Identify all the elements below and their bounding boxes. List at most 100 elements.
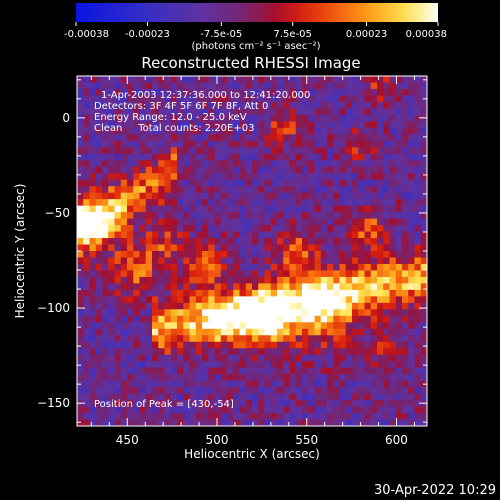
annotation-block: 1-Apr-2003 12:37:36.000 to 12:41:20.000 … (94, 90, 310, 134)
heatmap-pixel (252, 205, 259, 213)
heatmap-pixel (383, 192, 391, 200)
heatmap-pixel (83, 257, 91, 265)
heatmap-pixel (83, 289, 91, 297)
heatmap-pixel (420, 173, 427, 181)
heatmap-pixel (139, 231, 147, 239)
heatmap-pixel (170, 322, 178, 330)
heatmap-pixel (145, 153, 153, 161)
heatmap-pixel (195, 348, 203, 356)
heatmap-pixel (314, 108, 322, 116)
heatmap-pixel (377, 400, 384, 408)
heatmap-pixel (202, 276, 209, 285)
heatmap-pixel (320, 179, 328, 187)
heatmap-pixel (214, 367, 222, 375)
heatmap-pixel (177, 419, 184, 426)
heatmap-pixel (383, 179, 391, 187)
heatmap-pixel (352, 406, 359, 414)
heatmap-pixel (345, 400, 353, 408)
heatmap-pixel (258, 173, 266, 181)
heatmap-pixel (233, 225, 241, 233)
heatmap-pixel (102, 302, 109, 310)
heatmap-pixel (252, 134, 259, 142)
heatmap-pixel (114, 380, 122, 388)
heatmap-pixel (245, 244, 253, 252)
heatmap-pixel (233, 400, 241, 408)
heatmap-pixel (108, 134, 116, 142)
heatmap-pixel (133, 121, 141, 129)
heatmap-pixel (277, 380, 284, 388)
heatmap-pixel (345, 225, 353, 233)
heatmap-pixel (252, 212, 259, 220)
heatmap-pixel (108, 76, 116, 84)
heatmap-pixel (289, 76, 297, 84)
heatmap-pixel (227, 400, 234, 408)
heatmap-pixel (289, 400, 297, 408)
heatmap-pixel (408, 263, 416, 272)
heatmap-pixel (158, 160, 166, 168)
heatmap-pixel (308, 270, 316, 278)
heatmap-pixel (95, 296, 103, 304)
heatmap-pixel (108, 186, 116, 194)
heatmap-pixel (314, 361, 322, 369)
colorbar-tick-label: 0.00038 (406, 29, 447, 40)
heatmap-pixel (364, 114, 372, 122)
heatmap-pixel (95, 140, 103, 148)
heatmap-pixel (414, 406, 422, 414)
heatmap-pixel (302, 361, 309, 369)
heatmap-pixel (183, 335, 191, 343)
heatmap-pixel (339, 289, 347, 297)
heatmap-pixel (220, 166, 228, 174)
heatmap-pixel (214, 309, 222, 317)
heatmap-pixel (314, 309, 322, 317)
heatmap-pixel (139, 251, 147, 259)
heatmap-pixel (233, 108, 241, 116)
heatmap-pixel (177, 179, 184, 187)
heatmap-pixel (133, 374, 141, 382)
heatmap-pixel (314, 179, 322, 187)
heatmap-pixel (77, 413, 84, 421)
heatmap-pixel (395, 322, 403, 330)
heatmap-pixel (183, 147, 191, 155)
heatmap-pixel (145, 367, 153, 375)
heatmap-pixel (364, 374, 372, 382)
heatmap-pixel (77, 147, 84, 155)
heatmap-pixel (95, 160, 103, 168)
heatmap-pixel (233, 270, 241, 278)
heatmap-pixel (245, 251, 253, 259)
heatmap-pixel (245, 374, 253, 382)
heatmap-pixel (264, 302, 272, 310)
heatmap-pixel (377, 192, 384, 200)
heatmap-pixel (389, 289, 397, 297)
heatmap-pixel (377, 276, 384, 285)
heatmap-pixel (370, 419, 378, 426)
heatmap-pixel (408, 238, 416, 246)
heatmap-pixel (164, 309, 172, 317)
heatmap-pixel (214, 153, 222, 161)
heatmap-pixel (195, 238, 203, 246)
heatmap-pixel (195, 179, 203, 187)
heatmap-pixel (202, 82, 209, 90)
heatmap-pixel (302, 76, 309, 84)
heatmap-pixel (352, 244, 359, 252)
heatmap-pixel (333, 121, 341, 129)
heatmap-pixel (239, 134, 247, 142)
heatmap-pixel (258, 251, 266, 259)
heatmap-pixel (270, 374, 278, 382)
heatmap-pixel (420, 251, 427, 259)
heatmap-pixel (395, 160, 403, 168)
heatmap-pixel (345, 263, 353, 272)
heatmap-pixel (214, 160, 222, 168)
heatmap-pixel (139, 315, 147, 323)
heatmap-pixel (377, 263, 384, 272)
heatmap-pixel (245, 257, 253, 265)
heatmap-pixel (283, 361, 291, 369)
heatmap-pixel (289, 225, 297, 233)
heatmap-pixel (258, 263, 266, 272)
heatmap-pixel (127, 76, 134, 84)
heatmap-pixel (239, 95, 247, 103)
heatmap-pixel (414, 374, 422, 382)
heatmap-pixel (295, 186, 303, 194)
heatmap-pixel (370, 374, 378, 382)
heatmap-pixel (270, 186, 278, 194)
heatmap-pixel (233, 380, 241, 388)
